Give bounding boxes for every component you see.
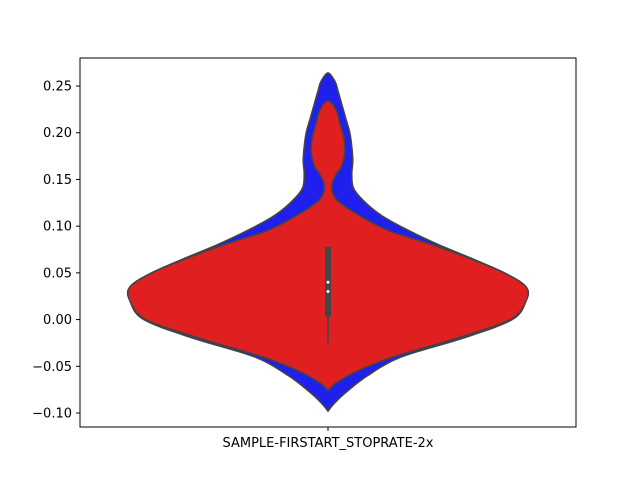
- y-tick-label: −0.10: [32, 406, 72, 421]
- y-tick-label: 0.20: [43, 126, 72, 141]
- y-tick-label: −0.05: [32, 360, 72, 375]
- median-marker: [326, 290, 330, 294]
- y-tick-label: 0.00: [43, 313, 72, 328]
- y-tick-label: 0.10: [43, 220, 72, 235]
- y-tick-label: 0.15: [43, 173, 72, 188]
- y-tick-label: 0.05: [43, 266, 72, 281]
- violin-body-2: [126, 100, 530, 392]
- y-axis: −0.10 −0.05 0.00 0.05 0.10 0.15 0.20 0.25: [32, 80, 80, 421]
- inner-box-plot: [325, 246, 331, 343]
- y-tick-label: 0.25: [43, 80, 72, 95]
- inner-point-marker: [326, 280, 330, 284]
- x-axis: SAMPLE-FIRSTART_STOPRATE-2x: [222, 427, 434, 451]
- violins: [126, 72, 530, 413]
- x-tick-label: SAMPLE-FIRSTART_STOPRATE-2x: [222, 436, 433, 451]
